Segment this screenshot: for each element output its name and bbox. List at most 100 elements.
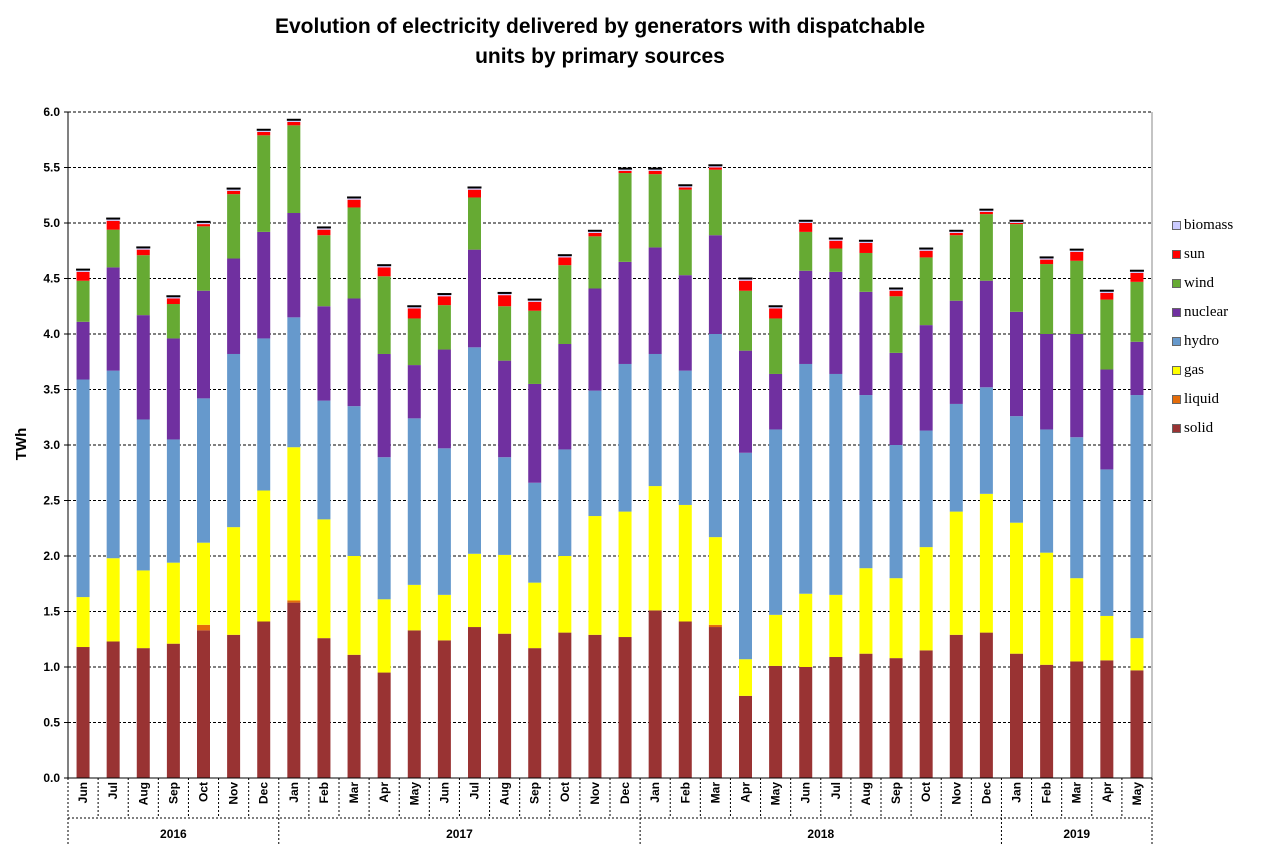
bar-segment-hydro	[106, 370, 120, 559]
bar-segment-solid	[949, 634, 963, 778]
bar-segment-nuclear	[166, 338, 180, 440]
bar-segment-gas	[678, 504, 692, 622]
bar-segment-solid	[106, 641, 120, 778]
bar-segment-solid	[498, 633, 512, 778]
bar-segment-sun	[287, 121, 301, 126]
bar-segment-sun	[257, 131, 271, 136]
bar-segment-wind	[468, 197, 481, 250]
bar-segment-wind	[437, 305, 451, 350]
bar-segment-sun	[829, 240, 843, 249]
bar-segment-hydro	[287, 317, 301, 448]
bar-segment-biomass	[407, 306, 421, 309]
bar-segment-nuclear	[1040, 334, 1054, 430]
bar-segment-gas	[197, 542, 210, 625]
bar-segment-sun	[678, 187, 692, 190]
chart-title: Evolution of electricity delivered by ge…	[0, 12, 1200, 72]
legend-swatch-wind	[1172, 279, 1181, 288]
bar-segment-sun	[166, 298, 180, 305]
year-label: 2016	[160, 827, 187, 841]
bar-segment-biomass	[919, 248, 933, 251]
legend-label-liquid: liquid	[1184, 391, 1220, 407]
bar-segment-biomass	[979, 209, 993, 212]
x-tick-labels: Jun Jul Aug Sep Oct Nov Dec Jan Feb Mar Apr May Jun J…	[67, 778, 1153, 819]
bar-segment-solid	[889, 658, 903, 778]
bar-segment-hydro	[1130, 395, 1144, 639]
bar-segment-solid	[347, 654, 361, 778]
bar-segment-gas	[829, 594, 843, 658]
bar-segment-hydro	[949, 403, 963, 512]
gridlines	[68, 111, 1152, 723]
x-tick-label: Jan	[648, 782, 662, 803]
bar-segment-hydro	[889, 445, 903, 579]
bar-segment-wind	[739, 290, 752, 351]
legend-item-wind: wind	[1172, 269, 1262, 298]
bar-segment-sun	[136, 249, 150, 256]
bar-segment-biomass	[769, 306, 783, 309]
bar-segment-hydro	[468, 347, 481, 554]
y-tick-labels: 0.0 0.5 1.0 1.5 2.0 2.5 3.0 3.5 4.0 4.5 5.0 5.5 6.0	[43, 105, 60, 785]
bar-segment-sun	[1040, 259, 1054, 265]
bar-segment-gas	[859, 568, 873, 654]
x-tick-label: Oct	[558, 782, 572, 802]
bar-segment-nuclear	[678, 275, 692, 371]
bar-segment-solid	[919, 650, 933, 778]
legend-item-nuclear: nuclear	[1172, 298, 1262, 327]
bar-segment-solid	[829, 657, 843, 778]
bar-segment-solid	[799, 667, 813, 778]
bar-segment-wind	[979, 214, 993, 281]
bar-segment-hydro	[498, 457, 512, 555]
bar-segment-wind	[859, 252, 873, 292]
bar-segment-solid	[136, 648, 150, 778]
bar-segment-nuclear	[889, 352, 903, 445]
bar-segment-wind	[829, 248, 843, 272]
legend-item-biomass: biomass	[1172, 211, 1262, 240]
bar-segment-sun	[708, 167, 722, 170]
bar-segment-biomass	[648, 168, 662, 171]
bar-segment-solid	[588, 634, 602, 778]
bar-segment-sun	[227, 190, 241, 195]
bar-segment-gas	[166, 562, 180, 644]
bar-segment-gas	[106, 558, 120, 642]
bar-segment-gas	[1010, 522, 1023, 654]
legend: biomass sun wind nuclear hydro gas liquid solid	[1172, 211, 1262, 443]
bar-segment-nuclear	[317, 306, 331, 401]
bar-segment-gas	[739, 659, 752, 696]
bar-segment-biomass	[76, 269, 90, 272]
bar-segment-gas	[407, 584, 421, 631]
legend-swatch-gas	[1172, 366, 1181, 375]
bar-segment-wind	[347, 207, 361, 299]
y-tick-label: 5.0	[43, 216, 60, 230]
bar-segment-solid	[1040, 664, 1054, 778]
bar-segment-solid	[769, 665, 783, 778]
legend-swatch-biomass	[1172, 221, 1181, 230]
bar-segment-gas	[136, 570, 150, 649]
bar-segment-hydro	[859, 395, 873, 569]
bar-segment-solid	[317, 638, 331, 778]
bar-segment-wind	[799, 231, 813, 271]
bar-segment-biomass	[136, 247, 150, 250]
bar-segment-sun	[76, 271, 90, 281]
bar-segment-solid	[287, 602, 301, 778]
x-tick-label: Dec	[979, 782, 993, 804]
chart-title-line-2: units by primary sources	[475, 45, 725, 68]
bar-segment-gas	[618, 511, 632, 638]
bar-segment-solid	[76, 647, 90, 778]
legend-swatch-liquid	[1172, 395, 1181, 404]
bar-segment-wind	[287, 125, 301, 214]
bar-segment-gas	[949, 511, 963, 635]
bar-segment-sun	[919, 250, 933, 258]
bar-segment-wind	[1010, 224, 1023, 312]
bar-segment-biomass	[227, 188, 241, 191]
bar-segment-hydro	[528, 482, 542, 583]
bar-segment-biomass	[166, 296, 180, 299]
bar-segment-gas	[498, 554, 512, 634]
legend-item-solid: solid	[1172, 414, 1262, 443]
x-tick-label: Jun	[76, 782, 90, 803]
bar-segment-hydro	[1100, 469, 1114, 616]
bar-segment-solid	[859, 653, 873, 778]
x-tick-label: Jun	[437, 782, 451, 803]
bar-segment-gas	[769, 614, 783, 666]
legend-label-sun: sun	[1184, 246, 1205, 262]
bar-segment-sun	[799, 223, 813, 232]
bar-segment-gas	[588, 516, 602, 635]
